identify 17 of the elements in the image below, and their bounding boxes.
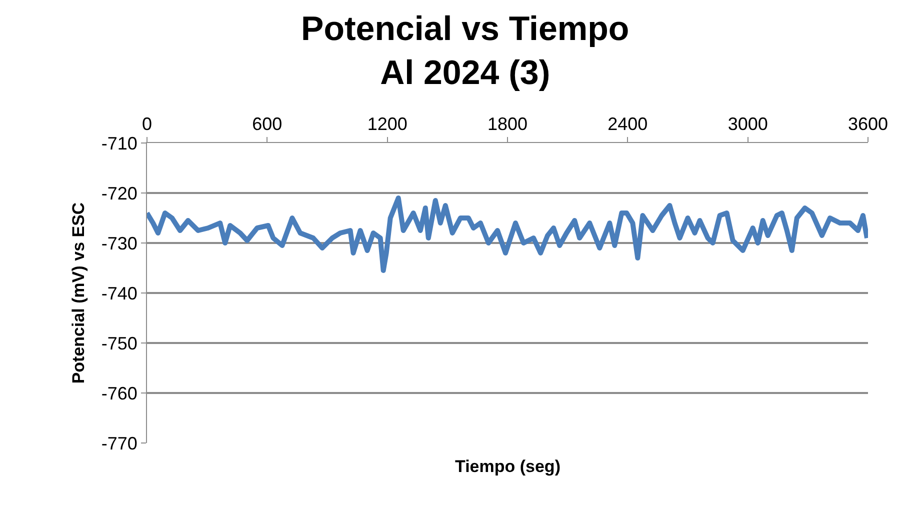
y-tick-label: -710 [101,133,138,154]
x-axis-title: Tiempo (seg) [455,457,560,476]
x-tick-label: 1200 [367,114,408,134]
x-tick-label: 2400 [608,114,648,134]
chart-title: Potencial vs Tiempo Al 2024 (3) [301,10,630,92]
x-tick-label: 0 [142,114,152,134]
y-tick-label: -740 [101,283,138,304]
x-tick-label: 3000 [728,114,768,134]
y-tick-label: -770 [101,433,138,454]
y-tick-label: -750 [101,333,138,354]
y-tick-label: -730 [101,233,138,254]
y-axis-title: Potencial (mV) vs ESC [68,202,88,384]
x-tick-label: 600 [252,114,282,134]
y-tick-label: -720 [101,183,138,204]
x-tick-label: 1800 [487,114,528,134]
x-tick-label: 3600 [848,114,888,134]
y-tick-label: -760 [101,383,138,404]
